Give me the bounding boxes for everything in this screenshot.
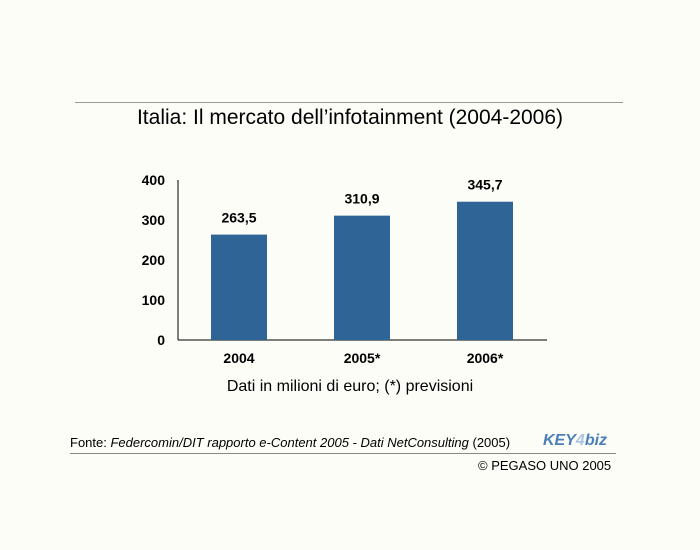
x-tick-label: 2005* (344, 350, 381, 366)
bar (334, 215, 390, 340)
y-tick-label: 200 (142, 252, 166, 268)
source-divider (70, 453, 616, 454)
source-prefix: Fonte: (70, 435, 111, 450)
data-label: 345,7 (467, 177, 502, 193)
key4biz-logo: KEY4biz (543, 432, 608, 449)
chart-title: Italia: Il mercato dell’infotainment (20… (136, 106, 564, 129)
y-tick-label: 0 (157, 332, 165, 348)
source-note: Fonte: Federcomin/DIT rapporto e-Content… (70, 435, 510, 450)
data-label: 310,9 (344, 191, 379, 207)
chart-subtitle: Dati in milioni di euro; (*) previsioni (226, 378, 474, 395)
data-label: 263,5 (221, 210, 256, 226)
top-divider (75, 102, 623, 103)
bar (211, 234, 267, 340)
x-tick-label: 2004 (223, 350, 254, 366)
copyright: © PEGASO UNO 2005 (478, 458, 612, 473)
y-tick-label: 300 (142, 212, 166, 228)
source-title: Federcomin/DIT rapporto e-Content 2005 -… (110, 435, 469, 450)
bar (457, 201, 513, 340)
source-suffix: (2005) (468, 435, 511, 450)
x-tick-label: 2006* (467, 350, 504, 366)
y-tick-label: 100 (142, 292, 166, 308)
y-tick-label: 400 (142, 172, 166, 188)
